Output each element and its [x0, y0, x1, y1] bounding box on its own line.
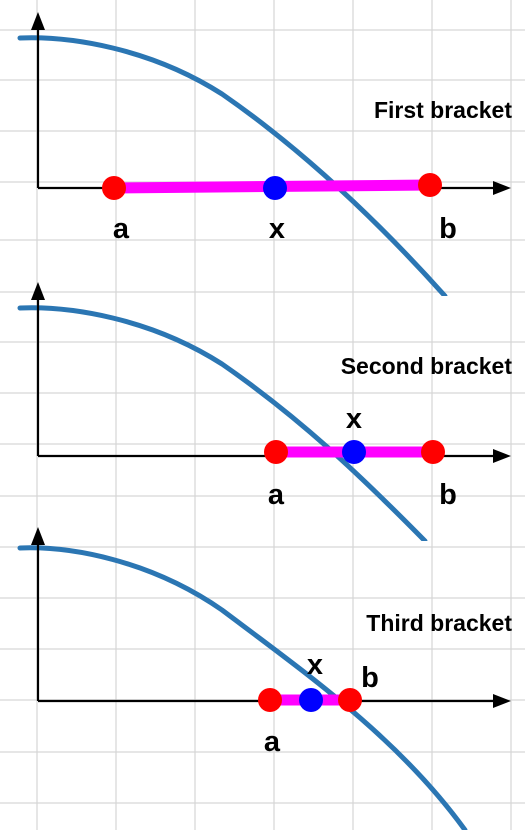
midpoint-x-marker	[263, 176, 287, 200]
endpoint-a-marker	[258, 688, 282, 712]
panel-first-bracket: First bracket a x b	[17, 12, 512, 296]
y-axis-arrow-icon	[31, 282, 45, 300]
y-axis-arrow-icon	[31, 527, 45, 545]
panel-title: Second bracket	[341, 353, 513, 379]
endpoint-b-marker	[338, 688, 362, 712]
label-x: x	[307, 649, 323, 681]
midpoint-x-marker	[342, 440, 366, 464]
x-axis-arrow-icon	[493, 694, 511, 708]
panel-title: Third bracket	[366, 610, 512, 636]
function-curve	[17, 545, 468, 830]
label-b: b	[361, 662, 379, 694]
label-b: b	[439, 479, 457, 511]
x-axis-arrow-icon	[493, 181, 511, 195]
panel-third-bracket: Third bracket a x b	[17, 527, 512, 830]
label-x: x	[269, 213, 285, 245]
label-a: a	[113, 213, 130, 245]
label-a: a	[264, 726, 281, 758]
function-curve	[17, 35, 448, 296]
label-x: x	[346, 403, 362, 435]
panel-title: First bracket	[374, 97, 512, 123]
endpoint-a-marker	[264, 440, 288, 464]
panel-second-bracket: Second bracket a x b	[17, 282, 513, 541]
endpoint-b-marker	[421, 440, 445, 464]
endpoint-b-marker	[418, 173, 442, 197]
function-curve	[17, 305, 428, 541]
label-b: b	[439, 213, 457, 245]
x-axis-arrow-icon	[493, 449, 511, 463]
label-a: a	[268, 479, 285, 511]
endpoint-a-marker	[102, 176, 126, 200]
y-axis-arrow-icon	[31, 12, 45, 30]
midpoint-x-marker	[299, 688, 323, 712]
